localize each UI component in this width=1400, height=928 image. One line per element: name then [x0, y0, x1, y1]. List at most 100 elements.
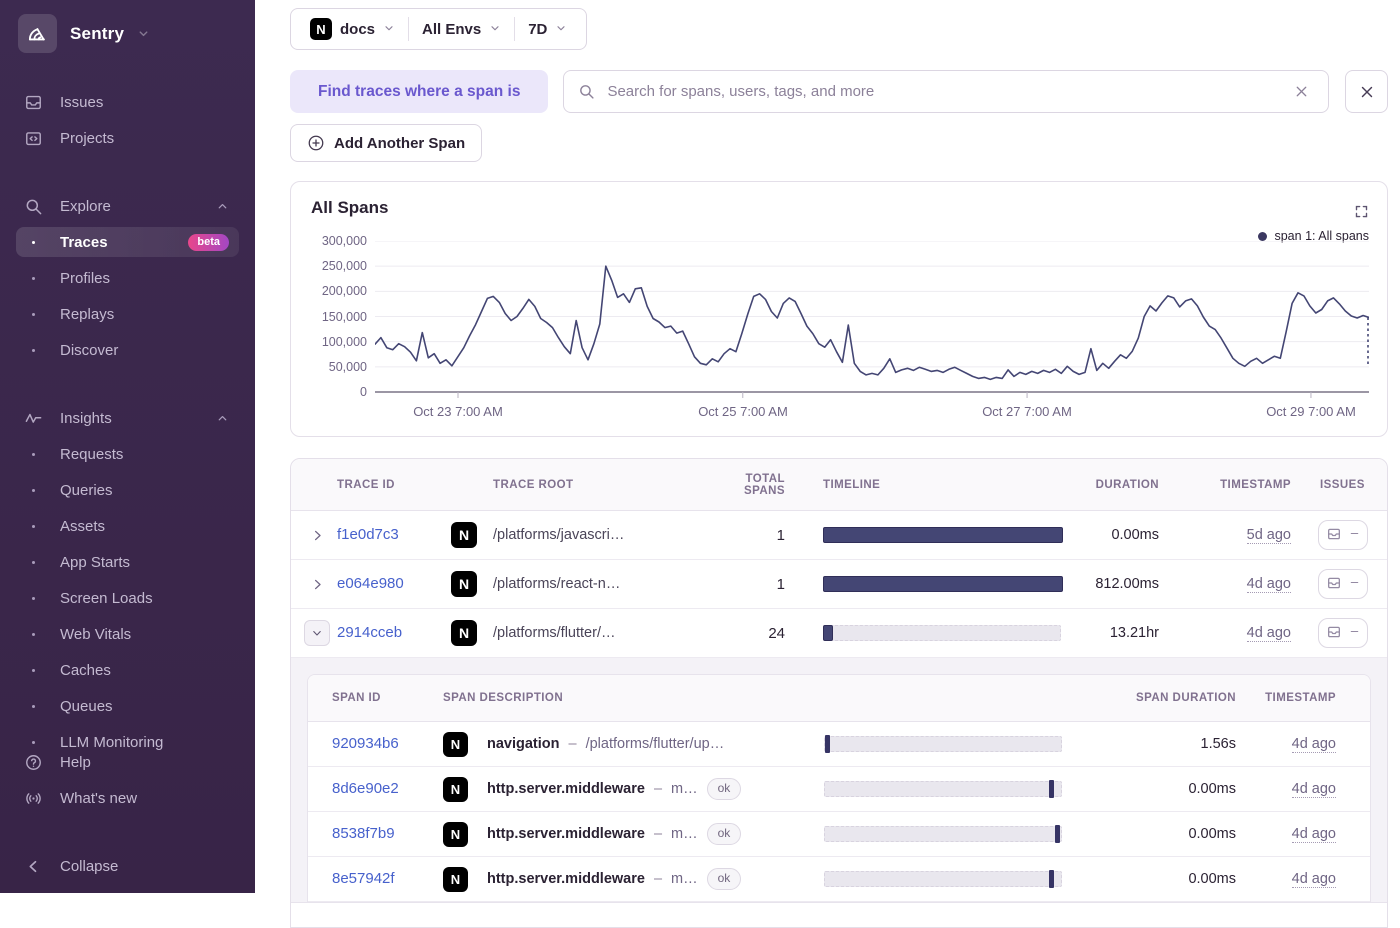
sidebar-item-issues[interactable]: Issues [16, 87, 239, 117]
span-timeline-bar[interactable] [824, 825, 1062, 843]
span-description: m… [671, 781, 698, 797]
chart-legend[interactable]: span 1: All spans [1258, 229, 1369, 243]
trace-id-link[interactable]: e064e980 [337, 575, 404, 592]
span-id-link[interactable]: 920934b6 [332, 735, 399, 752]
sidebar-group-label: Explore [60, 197, 111, 215]
sidebar: Sentry Issues Projects Explore Traces be… [0, 0, 255, 893]
remove-span-filter-button[interactable] [1345, 70, 1389, 113]
sidebar-item-discover[interactable]: Discover [16, 335, 239, 365]
span-search[interactable] [563, 70, 1330, 113]
project-selector[interactable]: N docs [297, 9, 408, 49]
issues-tray-icon [1326, 624, 1342, 643]
trace-timestamp[interactable]: 4d ago [1246, 576, 1291, 593]
org-switcher[interactable]: Sentry [0, 0, 255, 53]
traces-table-header: TRACE ID TRACE ROOT TOTAL SPANS TIMELINE… [291, 459, 1387, 511]
span-op: http.server.middleware [487, 826, 645, 842]
trace-issues-button[interactable] [1318, 520, 1368, 550]
sidebar-group-insights[interactable]: Insights [16, 403, 239, 433]
span-id-link[interactable]: 8538f7b9 [332, 825, 395, 842]
trace-root: /platforms/flutter/… [493, 625, 616, 641]
sidebar-item-label: Requests [60, 445, 124, 463]
add-another-span-button[interactable]: Add Another Span [290, 124, 483, 162]
sidebar-item-app-starts[interactable]: App Starts [16, 547, 239, 577]
dash-separator: – [568, 736, 577, 752]
y-axis-tick: 100,000 [321, 335, 367, 349]
all-spans-line-chart[interactable] [375, 241, 1369, 400]
trace-timeline-bar[interactable] [823, 576, 1063, 592]
span-duration: 1.56s [1200, 736, 1236, 752]
sidebar-item-assets[interactable]: Assets [16, 511, 239, 541]
nextjs-project-icon: N [451, 620, 477, 646]
sidebar-item-label: App Starts [60, 553, 131, 571]
span-timestamp[interactable]: 4d ago [1291, 781, 1336, 798]
explore-icon [22, 197, 44, 216]
sidebar-item-collapse[interactable]: Collapse [16, 851, 239, 881]
trace-timestamp[interactable]: 4d ago [1246, 625, 1291, 642]
clear-search-button[interactable] [1289, 79, 1314, 104]
trace-id-link[interactable]: 2914cceb [337, 624, 403, 641]
dash-icon [1348, 527, 1361, 543]
collapse-trace-button[interactable] [304, 620, 330, 646]
trace-issues-button[interactable] [1318, 618, 1368, 648]
sidebar-item-whats-new[interactable]: What's new [16, 783, 239, 813]
span-row: 8538f7b9 N http.server.middleware – m… ok 0… [308, 812, 1370, 857]
trace-timeline-bar[interactable] [823, 625, 1061, 641]
span-timestamp[interactable]: 4d ago [1291, 736, 1336, 753]
sidebar-item-traces[interactable]: Traces beta [16, 227, 239, 257]
fullscreen-icon[interactable] [1352, 202, 1371, 224]
y-axis-tick: 50,000 [328, 360, 367, 374]
sidebar-item-llm-monitoring[interactable]: LLM Monitoring [16, 727, 239, 757]
divider [514, 17, 516, 41]
span-timestamp[interactable]: 4d ago [1291, 826, 1336, 843]
beta-badge: beta [188, 233, 229, 251]
expand-trace-icon[interactable] [297, 577, 337, 592]
span-filter-label: Find traces where a span is [290, 70, 549, 113]
sidebar-item-web-vitals[interactable]: Web Vitals [16, 619, 239, 649]
span-status-badge: ok [706, 823, 742, 845]
sidebar-item-label: Queues [60, 697, 113, 715]
sidebar-item-label: Queries [60, 481, 113, 499]
sidebar-item-projects[interactable]: Projects [16, 123, 239, 153]
sidebar-item-replays[interactable]: Replays [16, 299, 239, 329]
sidebar-item-requests[interactable]: Requests [16, 439, 239, 469]
chevron-down-icon [555, 21, 567, 38]
sidebar-group-explore[interactable]: Explore [16, 191, 239, 221]
span-timeline-bar[interactable] [824, 735, 1062, 753]
span-table-header: SPAN ID SPAN DESCRIPTION SPAN DURATION T… [308, 675, 1370, 722]
issues-icon [22, 93, 44, 112]
trace-timestamp[interactable]: 5d ago [1246, 527, 1291, 544]
span-timeline-bar[interactable] [824, 870, 1062, 888]
sidebar-item-queries[interactable]: Queries [16, 475, 239, 505]
expand-trace-icon[interactable] [297, 528, 337, 543]
sidebar-item-profiles[interactable]: Profiles [16, 263, 239, 293]
sidebar-item-queues[interactable]: Queues [16, 691, 239, 721]
plus-circle-icon [308, 135, 324, 151]
date-range-selector[interactable]: 7D [515, 9, 580, 49]
span-id-link[interactable]: 8d6e90e2 [332, 780, 399, 797]
nextjs-project-icon: N [443, 776, 468, 802]
span-id-link[interactable]: 8e57942f [332, 870, 395, 887]
help-icon [22, 753, 44, 772]
chevron-down-icon [383, 21, 395, 38]
span-description: /platforms/flutter/up… [585, 736, 725, 752]
span-timestamp[interactable]: 4d ago [1291, 871, 1336, 888]
whats-new-icon [22, 789, 44, 808]
bullet-icon [22, 452, 44, 456]
trace-id-link[interactable]: f1e0d7c3 [337, 526, 399, 543]
nextjs-project-icon: N [310, 18, 332, 40]
sentry-logo-icon [18, 14, 57, 53]
search-icon [580, 85, 595, 99]
span-search-input[interactable] [605, 82, 1290, 101]
span-timeline-bar[interactable] [824, 780, 1062, 798]
sidebar-item-label: What's new [60, 789, 138, 807]
span-description: m… [671, 871, 698, 887]
span-row: 8d6e90e2 N http.server.middleware – m… ok 0… [308, 767, 1370, 812]
sidebar-item-label: Assets [60, 517, 106, 535]
trace-issues-button[interactable] [1318, 569, 1368, 599]
sidebar-item-caches[interactable]: Caches [16, 655, 239, 685]
trace-timeline-bar[interactable] [823, 527, 1063, 543]
dash-separator: – [653, 826, 663, 842]
sidebar-item-screen-loads[interactable]: Screen Loads [16, 583, 239, 613]
sidebar-item-help[interactable]: Help [16, 747, 239, 777]
environment-selector[interactable]: All Envs [409, 9, 514, 49]
